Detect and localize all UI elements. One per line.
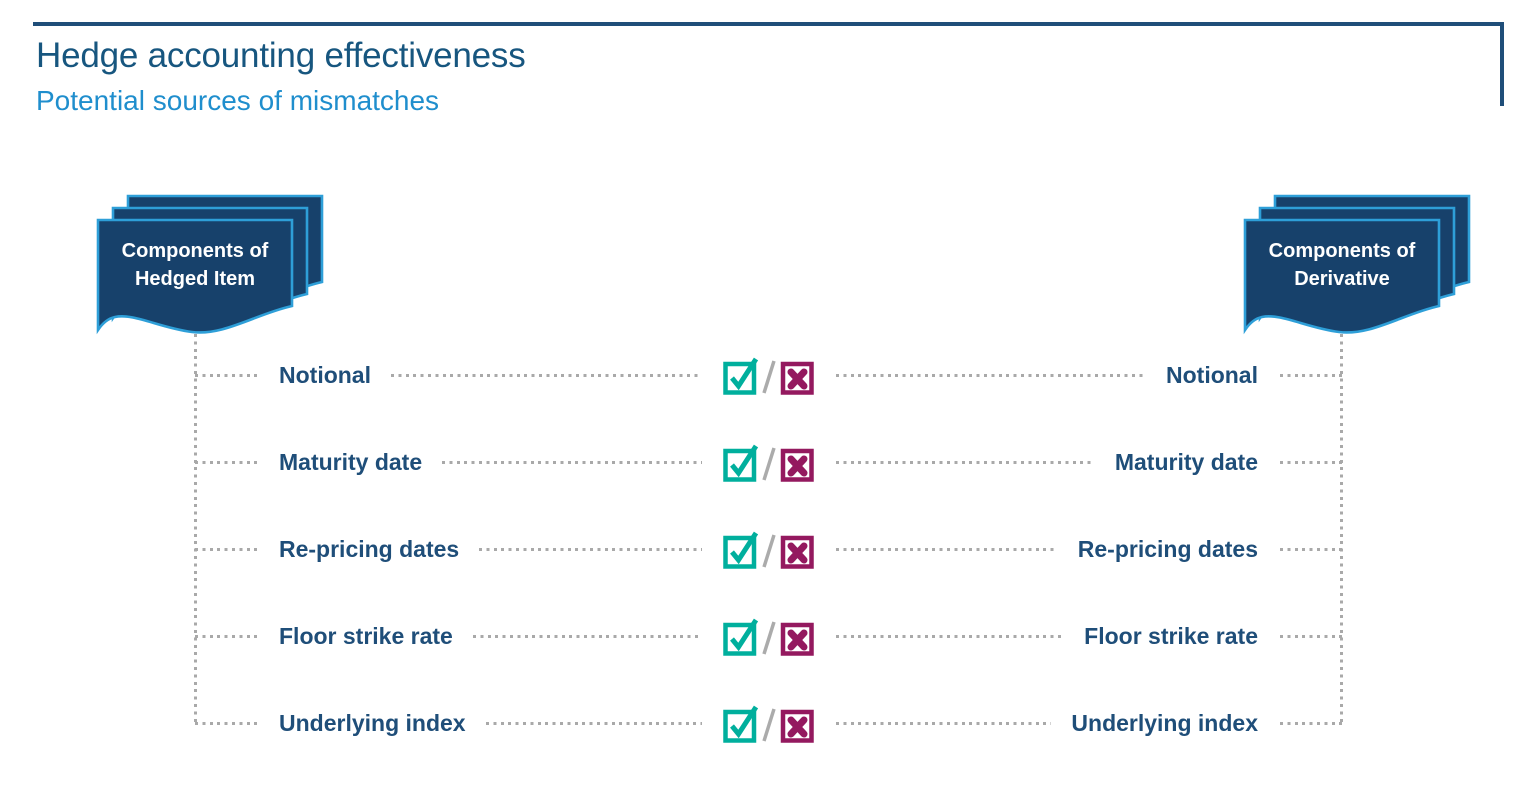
dotted-leader xyxy=(835,373,1146,377)
row-underlying-index: Underlying index Underlying index xyxy=(195,700,1342,746)
row-label-right: Re-pricing dates xyxy=(1077,535,1258,562)
match-mismatch-icons xyxy=(722,527,816,571)
dotted-leader xyxy=(195,721,257,725)
slash-separator-icon xyxy=(761,360,776,394)
checkbox-crossed-icon xyxy=(780,622,814,656)
dotted-leader xyxy=(479,547,702,551)
row-label-right: Notional xyxy=(1166,361,1258,388)
derivative-stack: Components of Derivative xyxy=(1241,190,1473,340)
match-mismatch-icons xyxy=(722,701,816,745)
match-mismatch-icons xyxy=(722,440,816,484)
checkbox-checked-icon xyxy=(722,444,758,482)
slash-separator-icon xyxy=(761,447,776,481)
checkbox-checked-icon xyxy=(722,705,758,743)
dotted-leader xyxy=(391,373,702,377)
checkbox-crossed-icon xyxy=(780,535,814,569)
stack-label-line1: Components of xyxy=(1268,240,1416,262)
dotted-leader xyxy=(195,547,257,551)
page-title: Hedge accounting effectiveness xyxy=(36,36,526,75)
slash-separator-icon xyxy=(761,621,776,655)
checkbox-crossed-icon xyxy=(780,709,814,743)
page-subtitle: Potential sources of mismatches xyxy=(36,85,440,116)
right-dotted-connector-vertical xyxy=(1340,334,1343,724)
row-floor-strike-rate: Floor strike rate Floor strike rate xyxy=(195,613,1342,659)
row-label-right: Floor strike rate xyxy=(1084,622,1258,649)
comparison-rows: Notional Notional Maturity date xyxy=(195,352,1342,746)
row-notional: Notional Notional xyxy=(195,352,1342,398)
stack-label-line2: Hedged Item xyxy=(134,268,256,290)
slash-separator-icon xyxy=(761,708,776,742)
checkbox-checked-icon xyxy=(722,618,758,656)
dotted-leader xyxy=(195,460,257,464)
hedged-item-stack: Components of Hedged Item xyxy=(94,190,326,340)
checkbox-crossed-icon xyxy=(780,361,814,395)
derivative-stack-label: Components of Derivative xyxy=(1245,220,1439,308)
header-rule xyxy=(33,22,1504,106)
dotted-leader xyxy=(1280,547,1342,551)
checkbox-checked-icon xyxy=(722,531,758,569)
row-label-left: Notional xyxy=(279,361,371,388)
match-mismatch-icons xyxy=(722,614,816,658)
row-label-left: Floor strike rate xyxy=(279,622,453,649)
hedged-item-stack-label: Components of Hedged Item xyxy=(98,220,292,308)
slash-separator-icon xyxy=(761,534,776,568)
document-stack-icon xyxy=(1243,194,1471,335)
match-mismatch-icons xyxy=(722,353,816,397)
stack-label-line2: Derivative xyxy=(1294,268,1390,290)
dotted-leader xyxy=(195,373,257,377)
dotted-leader xyxy=(1280,721,1342,725)
dotted-leader xyxy=(835,547,1058,551)
row-label-right: Maturity date xyxy=(1114,448,1258,475)
dotted-leader xyxy=(1280,373,1342,377)
checkbox-checked-icon xyxy=(722,357,758,395)
dotted-leader xyxy=(835,634,1065,638)
dotted-leader xyxy=(195,634,257,638)
dotted-leader xyxy=(485,721,702,725)
dotted-leader xyxy=(472,634,702,638)
dotted-leader xyxy=(1280,460,1342,464)
row-repricing-dates: Re-pricing dates Re-pricing dates xyxy=(195,526,1342,572)
row-label-right: Underlying index xyxy=(1071,709,1258,736)
left-dotted-connector-vertical xyxy=(194,334,197,724)
dotted-leader xyxy=(442,460,702,464)
stack-label-line1: Components of xyxy=(121,240,269,262)
dotted-leader xyxy=(835,460,1095,464)
row-label-left: Maturity date xyxy=(279,448,423,475)
row-label-left: Underlying index xyxy=(279,709,466,736)
dotted-leader xyxy=(835,721,1052,725)
row-maturity-date: Maturity date Maturity date xyxy=(195,439,1342,485)
row-label-left: Re-pricing dates xyxy=(279,535,460,562)
document-stack-icon xyxy=(96,194,324,335)
checkbox-crossed-icon xyxy=(780,448,814,482)
dotted-leader xyxy=(1280,634,1342,638)
